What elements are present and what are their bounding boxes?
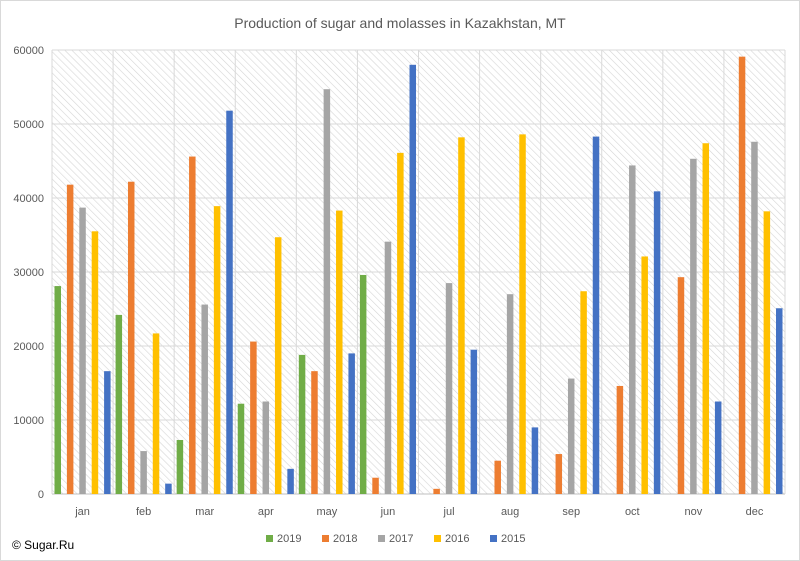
y-tick-label: 30000 xyxy=(13,267,44,279)
bar-2018-jun xyxy=(372,477,379,494)
bar-2016-jul xyxy=(458,137,465,494)
bars xyxy=(54,56,783,495)
bar-2018-aug xyxy=(494,460,501,494)
bar-2019-jan xyxy=(54,286,61,494)
bar-2019-apr xyxy=(237,403,245,494)
legend-swatch-2019 xyxy=(266,535,273,542)
x-tick-label: jun xyxy=(380,506,396,518)
bar-2018-jan xyxy=(66,184,74,494)
bar-2018-may xyxy=(311,371,318,494)
legend-label-2016: 2016 xyxy=(445,533,469,545)
y-tick-label: 60000 xyxy=(13,45,44,57)
bar-2016-feb xyxy=(152,333,160,494)
legend-label-2017: 2017 xyxy=(389,533,413,545)
legend: 2019 2018 2017 2016 2015 xyxy=(266,533,525,545)
bar-2018-apr xyxy=(250,341,257,494)
bar-2017-jul xyxy=(445,283,453,494)
x-tick-label: feb xyxy=(136,506,151,518)
bar-2015-aug xyxy=(531,427,539,494)
x-tick-label: apr xyxy=(258,506,274,518)
y-tick-label: 40000 xyxy=(13,193,44,205)
bar-2018-sep xyxy=(555,454,563,494)
bar-2018-jul xyxy=(433,488,440,494)
bar-2015-may xyxy=(348,353,355,494)
bar-2017-mar xyxy=(201,304,208,494)
bar-2018-feb xyxy=(127,181,135,494)
bar-2015-apr xyxy=(287,468,294,494)
x-tick-label: may xyxy=(316,506,337,518)
x-tick-label: sep xyxy=(562,506,580,518)
copyright-text: © Sugar.Ru xyxy=(12,538,75,552)
x-tick-label: aug xyxy=(501,506,519,518)
bar-2019-feb xyxy=(115,314,123,494)
legend-swatch-2016 xyxy=(434,535,441,542)
bar-2015-dec xyxy=(776,308,783,494)
bar-2019-mar xyxy=(176,439,184,494)
gridlines xyxy=(51,49,786,495)
legend-label-2015: 2015 xyxy=(501,533,525,545)
bar-2017-jun xyxy=(384,241,392,494)
bar-2017-apr xyxy=(262,401,270,494)
bar-2019-jun xyxy=(359,274,367,494)
bar-2016-mar xyxy=(213,206,221,494)
bar-2015-jul xyxy=(470,349,478,494)
bar-2018-dec xyxy=(738,56,746,494)
x-tick-label: mar xyxy=(195,506,214,518)
bar-2015-jan xyxy=(104,371,111,494)
x-tick-label: oct xyxy=(625,506,640,518)
y-tick-label: 20000 xyxy=(13,341,44,353)
bar-2016-dec xyxy=(763,211,771,494)
bar-2016-may xyxy=(336,210,343,494)
bar-2016-jun xyxy=(397,152,404,495)
bar-2017-sep xyxy=(567,378,575,494)
bar-2016-jan xyxy=(91,231,99,495)
x-axis: jan feb mar apr may jun jul aug sep oct nov dec xyxy=(74,506,764,518)
bar-2016-nov xyxy=(702,143,710,495)
bar-2018-oct xyxy=(616,385,624,494)
bar-2017-aug xyxy=(506,294,514,494)
bar-2016-apr xyxy=(274,237,282,494)
legend-swatch-2015 xyxy=(490,535,497,542)
bar-2018-nov xyxy=(677,277,685,494)
x-tick-label: nov xyxy=(685,506,703,518)
y-tick-label: 0 xyxy=(38,489,44,501)
bar-2017-oct xyxy=(629,165,636,494)
bar-2018-mar xyxy=(189,156,196,494)
bar-2019-may xyxy=(298,354,306,494)
bar-2016-sep xyxy=(580,291,587,494)
bar-2016-oct xyxy=(641,256,648,494)
x-tick-label: dec xyxy=(746,506,764,518)
y-tick-label: 10000 xyxy=(13,415,44,427)
x-tick-label: jan xyxy=(74,506,90,518)
bar-2015-feb xyxy=(165,483,172,494)
bar-2017-nov xyxy=(690,158,697,494)
bar-2017-may xyxy=(323,89,331,494)
legend-label-2019: 2019 xyxy=(277,533,301,545)
y-tick-label: 50000 xyxy=(13,119,44,131)
bar-2016-aug xyxy=(519,134,526,495)
bar-2017-feb xyxy=(140,451,147,494)
bar-2015-sep xyxy=(592,136,600,494)
legend-swatch-2018 xyxy=(322,535,329,542)
bar-2015-oct xyxy=(653,191,661,494)
bar-2017-jan xyxy=(79,207,86,494)
chart-title: Production of sugar and molasses in Kaza… xyxy=(234,15,566,31)
legend-swatch-2017 xyxy=(378,535,385,542)
bar-2015-nov xyxy=(714,401,722,494)
bar-2015-mar xyxy=(226,110,233,495)
bar-2015-jun xyxy=(409,64,417,495)
x-tick-label: jul xyxy=(443,506,455,518)
bar-2017-dec xyxy=(751,141,758,494)
y-axis: 0 10000 20000 30000 40000 50000 60000 xyxy=(13,45,44,501)
legend-label-2018: 2018 xyxy=(333,533,357,545)
